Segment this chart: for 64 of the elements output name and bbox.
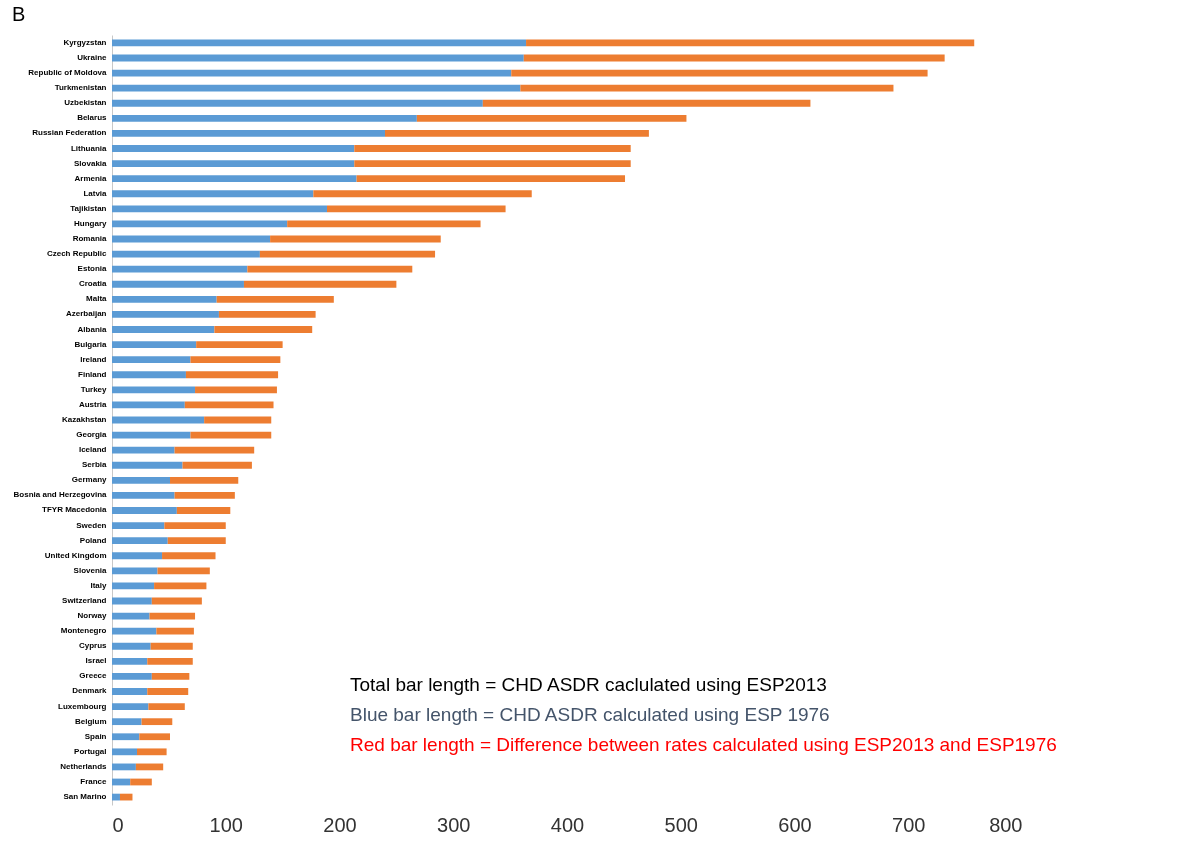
y-tick-label: Switzerland [62,596,107,605]
y-tick-label: Bosnia and Herzegovina [13,490,108,500]
y-tick-label: Portugal [74,746,107,756]
y-tick-label: Slovakia [74,158,108,168]
y-tick-label: Bulgaria [74,339,108,349]
y-tick-label: Israel [85,656,107,666]
y-tick-label: Serbia [82,460,108,470]
y-tick-label: Latvia [83,188,108,198]
x-tick-label: 400 [550,813,585,836]
y-tick-label: Kazakhstan [62,415,107,424]
x-tick-label: 800 [989,813,1023,836]
x-tick-label: 600 [778,813,812,836]
x-tick-label: 0 [112,813,124,836]
y-tick-label: Croatia [78,279,108,289]
y-tick-label: Poland [79,535,107,545]
y-tick-label: Estonia [77,264,108,274]
y-tick-label: Kyrgyzstan [63,37,107,47]
y-tick-label: Ukraine [77,53,108,62]
y-tick-label: Ireland [80,354,107,364]
y-tick-label: Netherlands [60,761,108,771]
y-tick-label: Tajikistan [70,203,107,213]
x-tick-label: 500 [664,813,698,836]
y-tick-label: Cyprus [78,641,108,651]
y-tick-label: Finland [78,369,107,379]
y-tick-label: Belarus [77,113,108,123]
y-tick-label: Germany [71,475,108,485]
x-tick-label: 300 [437,813,471,836]
y-tick-label: United Kingdom [44,550,107,560]
x-tick-label: 200 [323,813,357,836]
y-tick-label: Uzbekistan [64,98,107,108]
y-tick-label: France [80,777,108,786]
y-tick-label: Slovenia [73,565,108,575]
y-tick-label: Montenegro [60,626,107,636]
y-tick-label: Hungary [74,218,108,228]
annotation: Blue bar length = CHD ASDR calculated using ESP 1976 [350,704,830,725]
chart-title: B [12,3,26,25]
y-tick-label: Iceland [78,445,107,455]
y-tick-label: Denmark [72,686,108,696]
y-tick-label: San Marino [63,792,107,802]
y-tick-label: Republic of Moldova [28,68,108,78]
y-tick-label: Norway [77,611,108,621]
y-tick-label: Luxembourg [58,701,107,711]
y-tick-label: Russian Federation [32,128,107,138]
y-tick-label: Turkey [80,384,108,394]
y-tick-label: Greece [79,671,108,681]
y-tick-label: Armenia [74,173,108,183]
x-tick-label: 700 [892,813,926,836]
y-tick-label: Azerbaijan [66,309,107,319]
y-tick-label: TFYR Macedonia [42,505,108,515]
x-tick-label: 100 [209,813,243,836]
annotation: Total bar length = CHD ASDR caclulated using ESP2013 [350,674,827,695]
y-tick-label: Sweden [76,520,107,530]
y-tick-label: Albania [77,324,108,334]
y-tick-label: Romania [72,234,108,243]
y-tick-label: Belgium [74,716,107,726]
y-tick-label: Austria [78,399,108,409]
y-tick-label: Lithuania [70,143,108,153]
y-tick-label: Malta [86,294,108,304]
annotation: Red bar length = Difference between rates calculated using ESP2013 and ESP1976 [350,734,1057,755]
y-tick-label: Turkmenistan [54,83,107,93]
y-tick-label: Georgia [76,430,108,440]
y-tick-label: Czech Republic [46,249,108,259]
y-tick-label: Spain [84,731,107,741]
y-tick-label: Italy [90,580,108,590]
